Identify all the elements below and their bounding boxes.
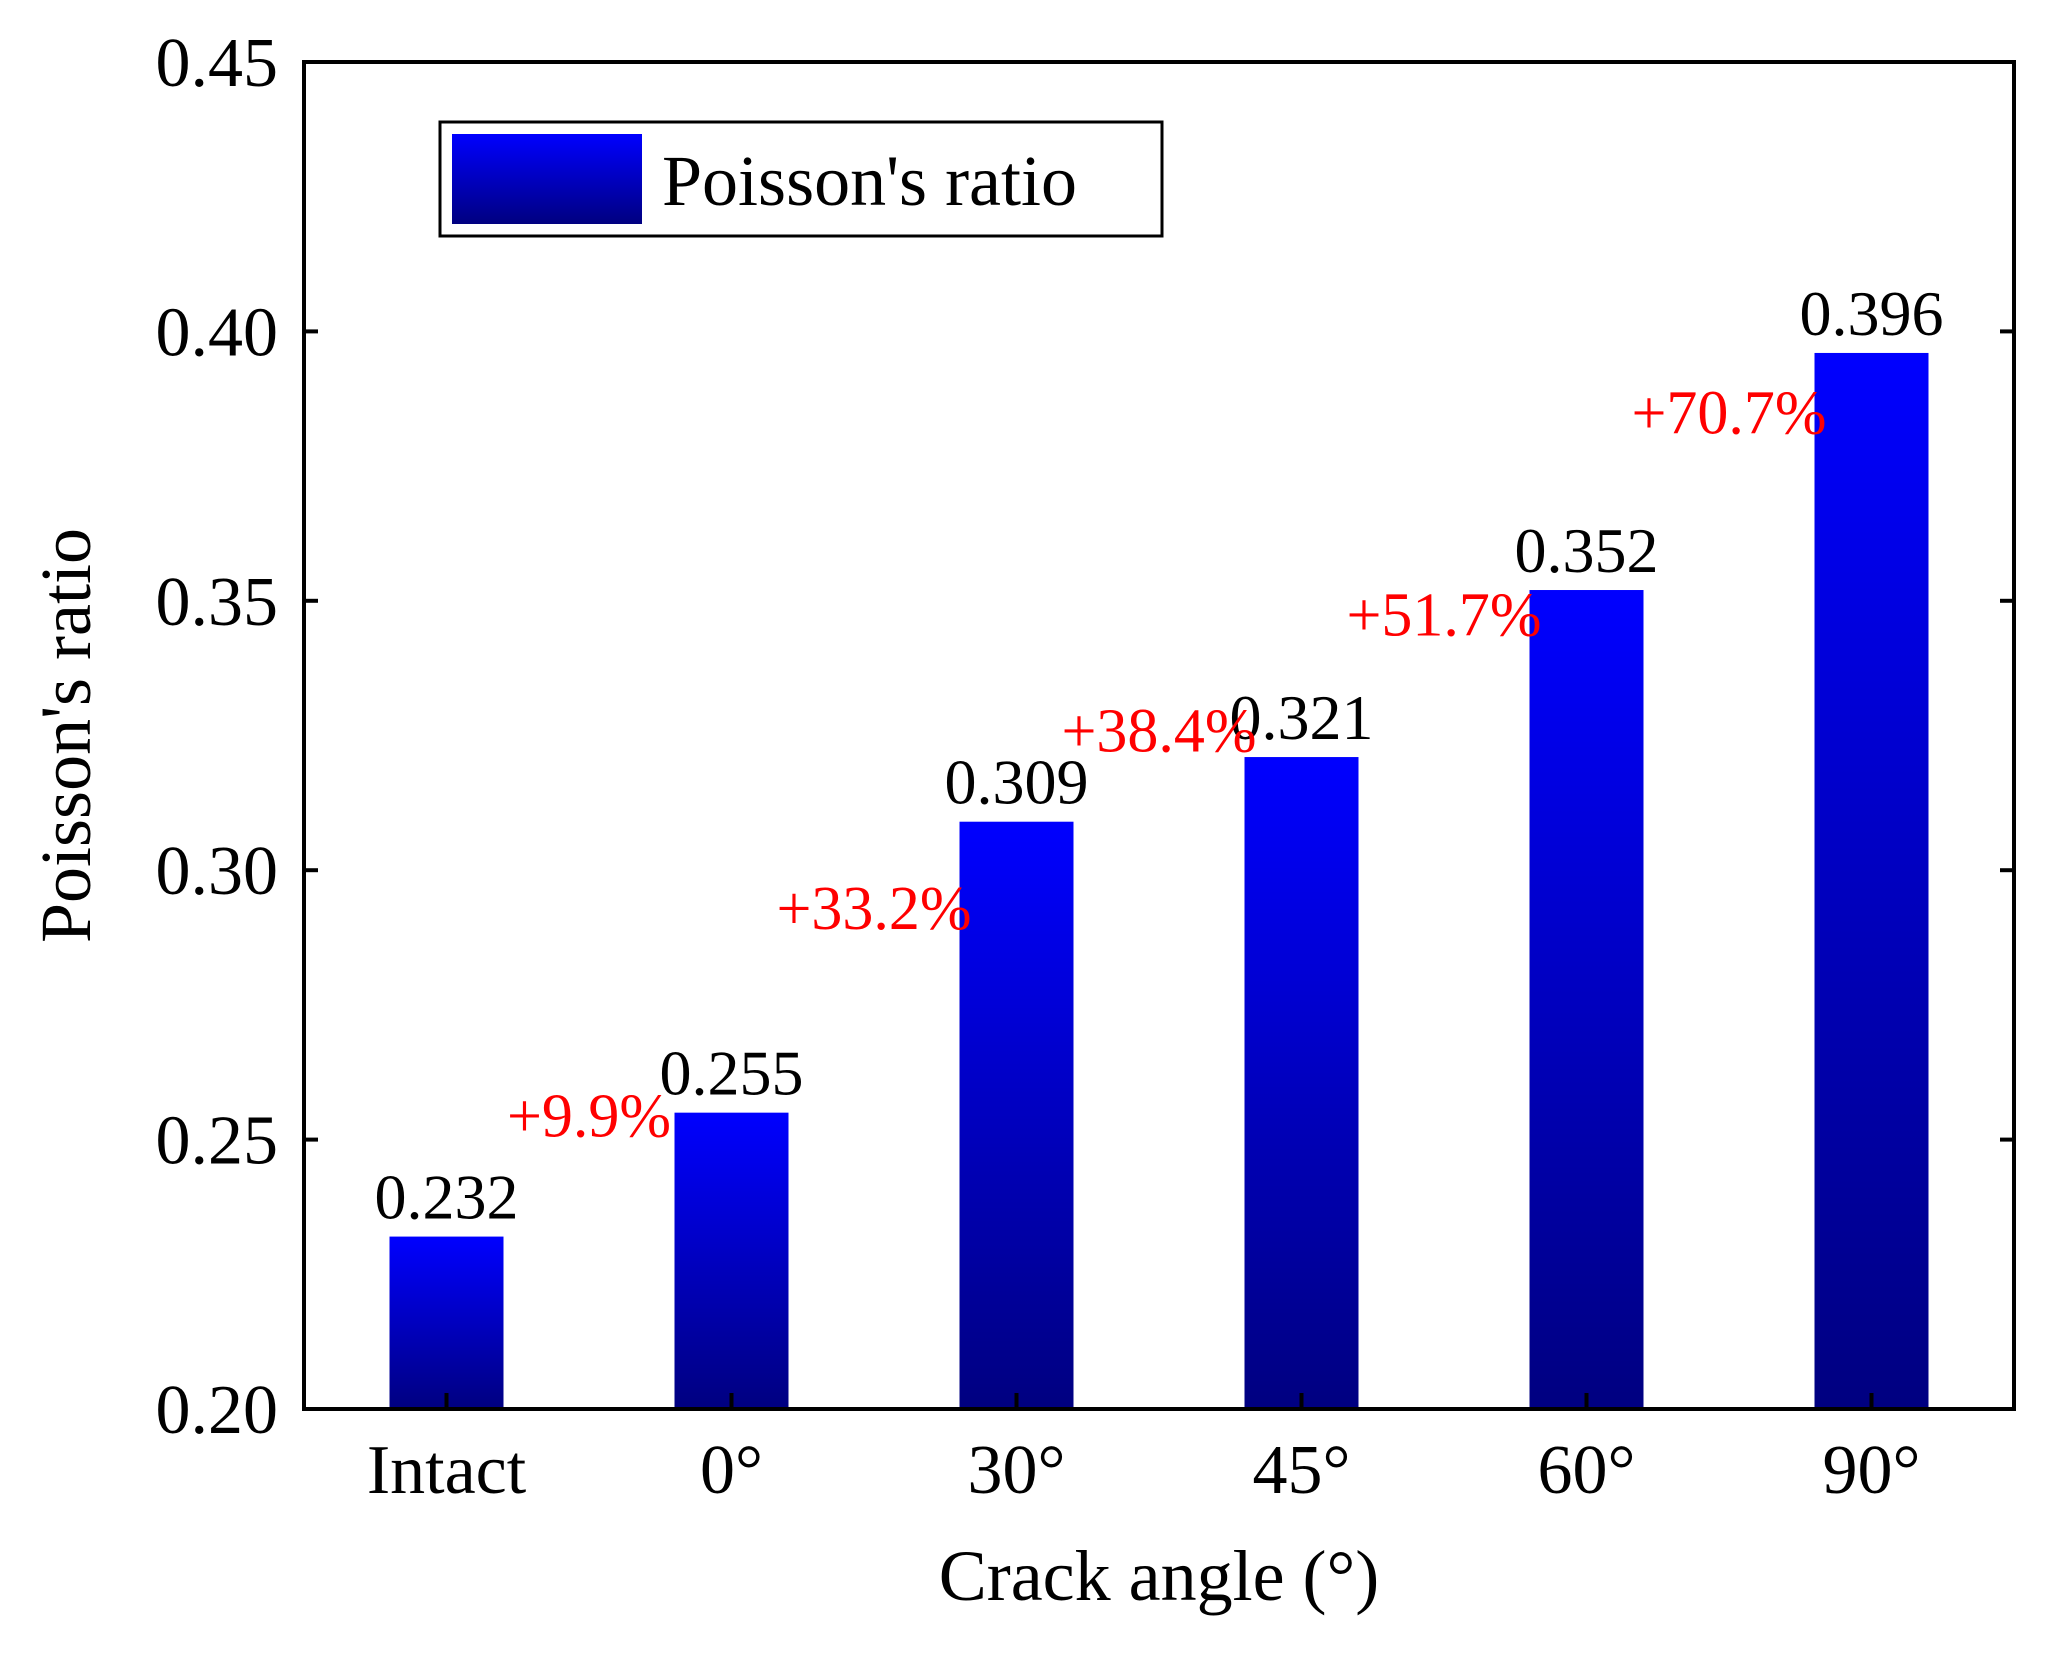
ticks-layer: [304, 60, 2014, 1411]
bar-3: [1244, 757, 1359, 1409]
x-axis-title: Crack angle (°): [939, 1536, 1380, 1616]
y-tick-label-3: 0.35: [156, 564, 279, 641]
y-tick-label-4: 0.40: [156, 294, 279, 371]
value-label-5: 0.396: [1800, 278, 1944, 349]
value-label-2: 0.309: [945, 747, 1089, 818]
value-label-4: 0.352: [1515, 515, 1659, 586]
bars-layer: [389, 352, 1929, 1409]
legend-swatch: [452, 134, 642, 224]
x-tick-label-3: 45°: [1253, 1432, 1351, 1509]
x-tick-label-1: 0°: [700, 1432, 763, 1509]
x-tick-label-4: 60°: [1538, 1432, 1636, 1509]
value-labels-layer: 0.232 0.255 0.309 0.321 0.352 0.396: [375, 278, 1944, 1233]
change-labels-layer: +9.9% +33.2% +38.4% +51.7% +70.7%: [507, 379, 1827, 1150]
legend: Poisson's ratio: [438, 120, 1164, 238]
change-label-4: +51.7%: [1346, 582, 1541, 650]
value-label-0: 0.232: [375, 1162, 519, 1233]
y-tick-label-1: 0.25: [156, 1103, 279, 1180]
change-label-2: +33.2%: [776, 875, 971, 943]
bar-4: [1529, 590, 1644, 1409]
plot-frame: [302, 60, 2016, 1411]
bar-5: [1814, 352, 1929, 1409]
tick-labels-layer: 0.20 0.25 0.30 0.35 0.40 0.45 Intact 0° 30° 45° 60…: [156, 25, 1921, 1509]
change-label-3: +38.4%: [1061, 697, 1256, 765]
y-tick-label-0: 0.20: [156, 1372, 279, 1449]
bar-0: [389, 1236, 504, 1409]
y-tick-label-5: 0.45: [156, 25, 279, 102]
value-label-3: 0.321: [1230, 682, 1374, 753]
change-label-1: +9.9%: [507, 1083, 671, 1151]
y-tick-label-2: 0.30: [156, 833, 279, 910]
bar-2: [959, 821, 1074, 1409]
change-label-5: +70.7%: [1631, 379, 1826, 447]
y-axis-title: Poisson's ratio: [26, 528, 106, 943]
x-tick-label-0: Intact: [367, 1432, 527, 1509]
value-label-1: 0.255: [660, 1038, 804, 1109]
x-tick-label-2: 30°: [968, 1432, 1066, 1509]
legend-label: Poisson's ratio: [662, 141, 1077, 221]
bar-1: [674, 1112, 789, 1409]
x-tick-label-5: 90°: [1823, 1432, 1921, 1509]
